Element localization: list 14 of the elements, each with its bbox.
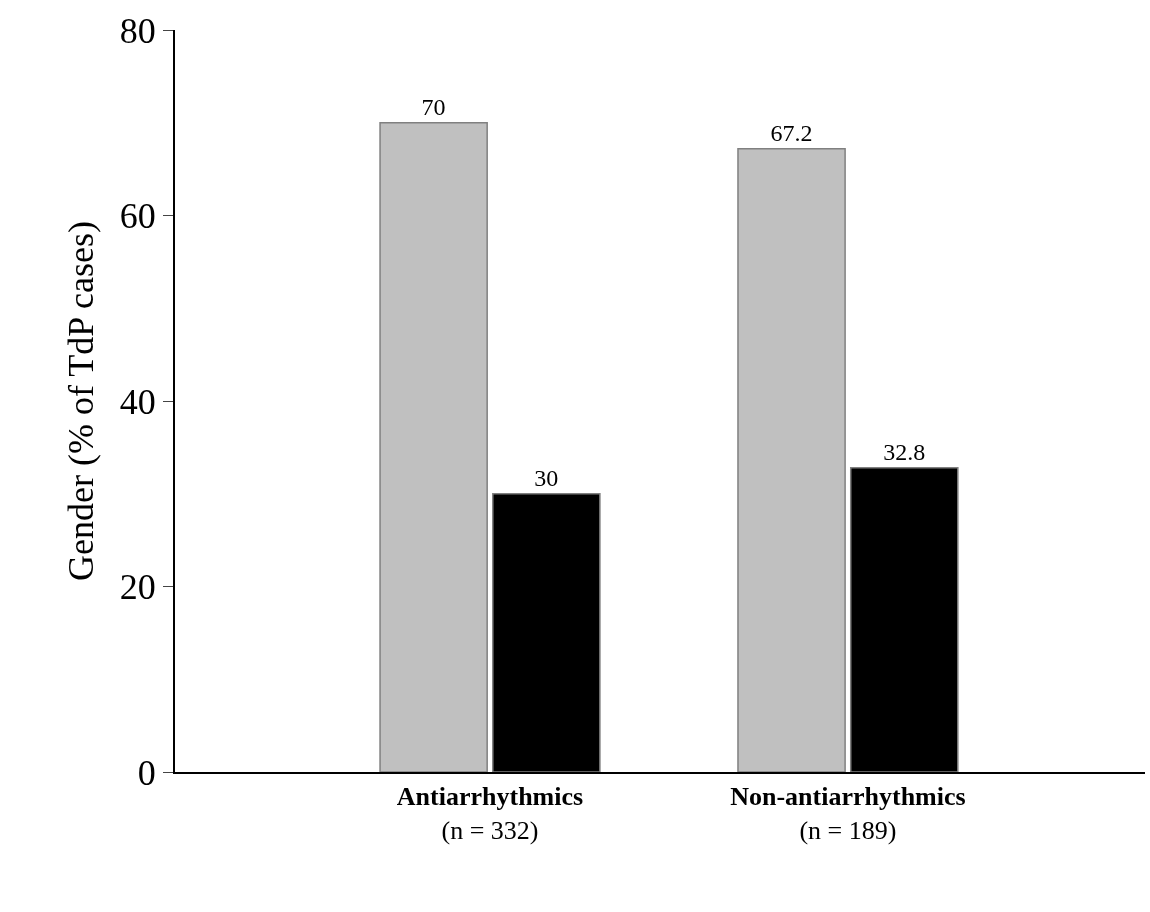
y-tick-label: 0 xyxy=(137,752,156,793)
y-tick-label: 80 xyxy=(119,10,156,51)
y-tick-label: 20 xyxy=(119,567,156,608)
data-label: 70 xyxy=(421,93,446,120)
data-label: 30 xyxy=(534,464,559,491)
data-label: 67.2 xyxy=(770,119,813,146)
y-tick-label: 60 xyxy=(119,196,156,237)
x-tick-label: Antiarrhythmics (n = 332) xyxy=(396,782,584,845)
bar xyxy=(379,122,488,772)
y-axis-title: Gender (% of TdP cases) xyxy=(61,221,102,581)
y-tick-label: 40 xyxy=(119,381,156,422)
x-tick-label: Non-antiarrhythmics (n = 189) xyxy=(730,782,966,845)
data-label: 32.8 xyxy=(883,438,926,465)
bar xyxy=(737,147,846,772)
